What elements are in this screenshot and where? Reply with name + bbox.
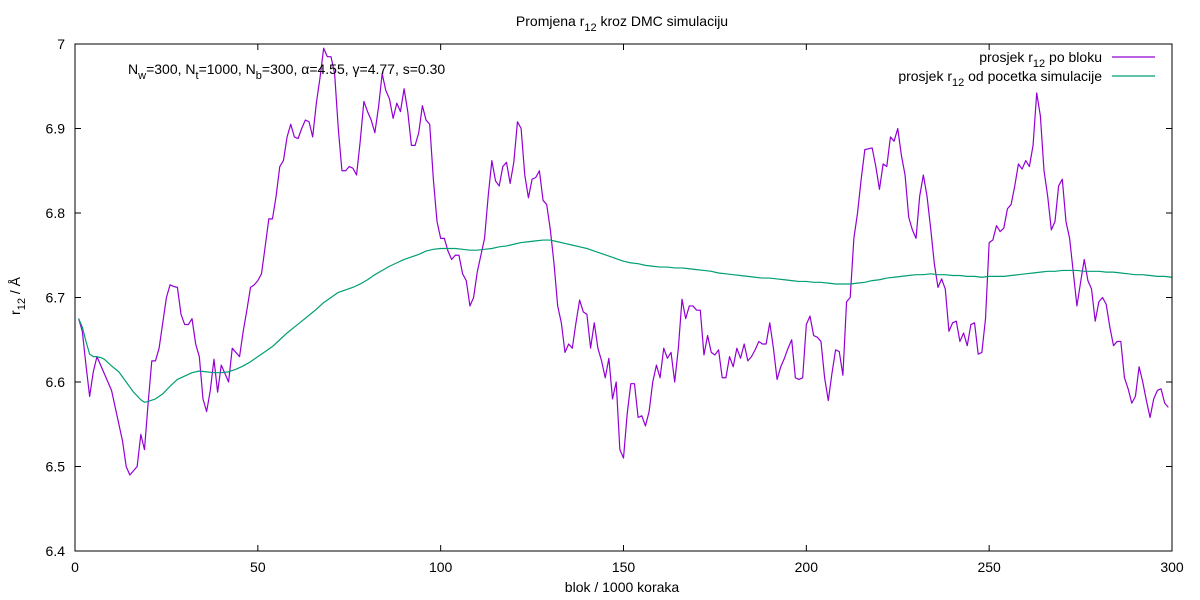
series-line-2: [78, 239, 1173, 403]
x-tick-label: 50: [250, 559, 266, 575]
y-axis-label-tail: / Å: [7, 276, 23, 298]
y-axis-label: r12 / Å: [7, 276, 28, 315]
y-tick-label: 6.4: [46, 543, 66, 559]
x-tick-label: 300: [1160, 559, 1184, 575]
x-tick-label: 250: [977, 559, 1001, 575]
y-tick-label: 7: [57, 36, 65, 52]
y-axis-ticks: 6.4 6.5 6.6 6.7 6.8 6.9 7: [46, 36, 1172, 559]
y-tick-label: 6.9: [46, 121, 66, 137]
x-tick-label: 100: [429, 559, 453, 575]
legend-label-2: prosjek r12 od pocetka simulacije: [898, 68, 1102, 89]
plot-lines: [78, 47, 1173, 476]
y-tick-label: 6.7: [46, 290, 66, 306]
series-line-1: [78, 47, 1169, 476]
x-tick-label: 200: [795, 559, 819, 575]
legend-label-1: prosjek r12 po bloku: [979, 49, 1102, 70]
x-tick-label: 150: [612, 559, 636, 575]
x-axis-ticks: 0 50 100 150 200 250 300: [71, 44, 1184, 575]
parameter-annotation: Nw=300, Nt=1000, Nb=300, α=4.55, γ=4.77,…: [128, 61, 445, 82]
y-tick-label: 6.6: [46, 374, 66, 390]
chart-title-tail: kroz DMC simulaciju: [597, 13, 728, 29]
plot-frame: [74, 43, 1173, 552]
x-tick-label: 0: [71, 559, 79, 575]
y-tick-label: 6.8: [46, 205, 66, 221]
x-axis-label: blok / 1000 koraka: [565, 579, 680, 595]
chart-title-sub: 12: [584, 22, 596, 34]
y-axis-label-sub: 12: [16, 298, 28, 310]
y-axis-label-main: r: [7, 310, 23, 315]
chart-title: Promjena r12 kroz DMC simulaciju: [516, 13, 728, 34]
chart-title-main: Promjena r: [516, 13, 585, 29]
y-tick-label: 6.5: [46, 459, 66, 475]
